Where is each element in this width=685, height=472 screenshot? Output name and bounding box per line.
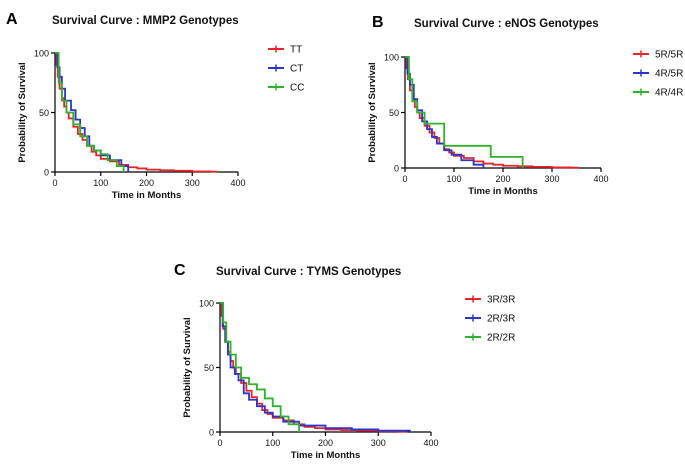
y-tick-label: 0 <box>44 168 49 178</box>
legend-label: 2R/2R <box>487 333 515 344</box>
legend-label: 3R/3R <box>487 295 515 306</box>
legend-item: TT <box>268 45 302 56</box>
x-tick-label: 400 <box>593 174 608 184</box>
series-line-4r-5r <box>405 56 485 168</box>
legend-item: CC <box>268 83 304 94</box>
x-tick-label: 100 <box>446 174 461 184</box>
panel-letter: A <box>6 11 18 28</box>
x-tick-label: 0 <box>217 438 222 448</box>
legend-item: CT <box>268 64 303 75</box>
legend-label: 4R/5R <box>655 69 683 80</box>
chart-title: Survival Curve : TYMS Genotypes <box>216 266 401 278</box>
legend-label: 2R/3R <box>487 314 515 325</box>
series-line-cc <box>55 52 125 172</box>
legend-label: CC <box>290 83 304 94</box>
series-line-2r-2r <box>220 302 301 432</box>
legend-label: CT <box>290 64 303 75</box>
legend-item: 2R/3R <box>465 314 515 325</box>
x-axis-label: Time in Months <box>468 186 538 197</box>
y-tick-label: 50 <box>39 108 49 118</box>
x-tick-label: 0 <box>402 174 407 184</box>
x-tick-label: 200 <box>495 174 510 184</box>
y-tick-label: 0 <box>394 164 399 174</box>
legend-label: 4R/4R <box>655 88 683 99</box>
x-tick-label: 0 <box>52 178 57 188</box>
legend-label: 5R/5R <box>655 50 683 61</box>
series-line-3r-3r <box>220 302 408 433</box>
series-line-5r-5r <box>405 56 579 169</box>
legend-item: 4R/4R <box>633 88 683 99</box>
x-tick-label: 100 <box>265 438 280 448</box>
x-tick-label: 300 <box>544 174 559 184</box>
x-tick-label: 200 <box>318 438 333 448</box>
chart-panel-a: A Survival Curve : MMP2 Genotypes 0 50 100 0 1… <box>6 11 304 201</box>
x-tick-label: 200 <box>139 178 154 188</box>
x-tick-label: 400 <box>230 178 245 188</box>
series-line-tt <box>55 52 218 173</box>
x-axis-label: Time in Months <box>291 450 361 461</box>
y-tick-label: 0 <box>209 428 214 438</box>
y-tick-label: 100 <box>199 299 214 309</box>
chart-title: Survival Curve : eNOS Genotypes <box>414 18 599 30</box>
legend-item: 3R/3R <box>465 295 515 306</box>
x-axis-label: Time in Months <box>112 190 182 201</box>
y-tick-label: 50 <box>389 108 399 118</box>
series-line-4r-4r <box>405 56 524 168</box>
y-tick-label: 100 <box>384 53 399 63</box>
legend-label: TT <box>290 45 302 56</box>
x-tick-label: 300 <box>371 438 386 448</box>
y-tick-label: 50 <box>204 363 214 373</box>
x-tick-label: 100 <box>93 178 108 188</box>
y-axis-label: Probability of Survival <box>367 62 378 162</box>
y-tick-label: 100 <box>34 49 49 59</box>
x-tick-label: 300 <box>185 178 200 188</box>
y-axis-label: Probability of Survival <box>182 317 193 417</box>
chart-panel-b: B Survival Curve : eNOS Genotypes 0 50 100 0 1… <box>367 14 683 197</box>
legend-item: 5R/5R <box>633 50 683 61</box>
series-line-2r-3r <box>220 302 411 432</box>
chart-title: Survival Curve : MMP2 Genotypes <box>52 15 239 27</box>
legend-item: 4R/5R <box>633 69 683 80</box>
y-axis-label: Probability of Survival <box>17 62 28 162</box>
x-tick-label: 400 <box>423 438 438 448</box>
panel-letter: B <box>372 14 384 31</box>
panel-letter: C <box>174 262 186 279</box>
legend-item: 2R/2R <box>465 333 515 344</box>
chart-panel-c: C Survival Curve : TYMS Genotypes 0 50 100 0 1… <box>174 262 515 461</box>
